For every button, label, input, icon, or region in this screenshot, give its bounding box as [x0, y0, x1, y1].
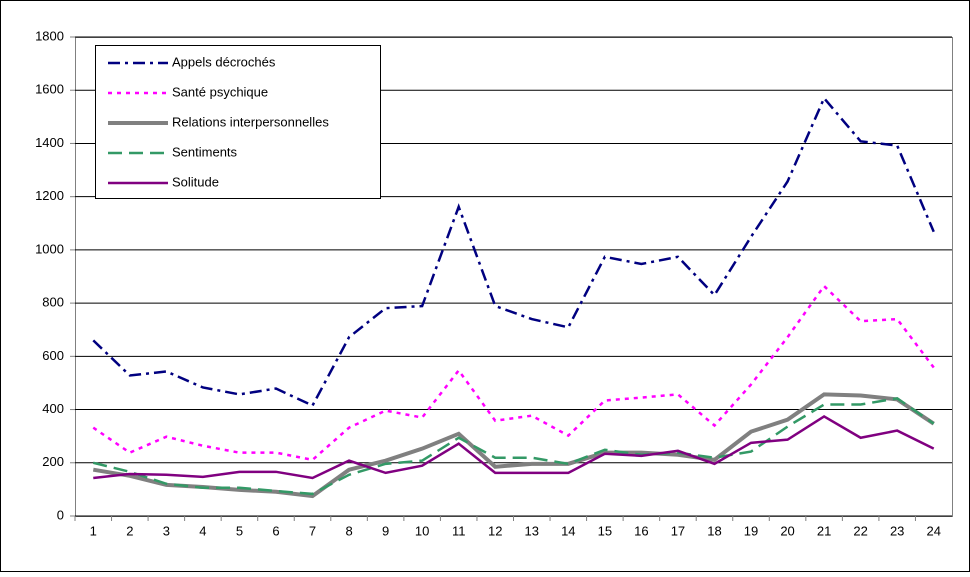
x-tick-label: 7	[309, 523, 316, 538]
series-line	[92, 397, 935, 496]
x-tick-label: 19	[744, 523, 758, 538]
x-tick-label: 12	[488, 523, 502, 538]
legend-label: Appels décrochés	[172, 54, 276, 69]
x-tick-label: 16	[634, 523, 648, 538]
x-tick-label: 13	[525, 523, 539, 538]
x-tick-label: 20	[780, 523, 794, 538]
x-tick-label: 6	[272, 523, 279, 538]
x-tick-label: 23	[890, 523, 904, 538]
legend-label: Sentiments	[172, 144, 238, 159]
x-tick-label: 18	[707, 523, 721, 538]
x-tick-label: 22	[853, 523, 867, 538]
y-tick-label: 1800	[35, 28, 64, 43]
x-tick-label: 4	[199, 523, 206, 538]
series-line	[93, 415, 935, 480]
y-tick-label: 1400	[35, 135, 64, 150]
x-tick-label: 2	[126, 523, 133, 538]
y-tick-label: 1200	[35, 188, 64, 203]
legend-label: Relations interpersonnelles	[172, 114, 329, 129]
y-tick-label: 600	[42, 348, 64, 363]
x-tick-label: 1	[90, 523, 97, 538]
x-tick-label: 11	[452, 523, 466, 538]
y-tick-label: 400	[42, 401, 64, 416]
x-tick-label: 17	[671, 523, 685, 538]
x-tick-label: 9	[382, 523, 389, 538]
y-tick-label: 1000	[35, 241, 64, 256]
legend-label: Solitude	[172, 174, 219, 189]
x-tick-label: 21	[817, 523, 831, 538]
x-tick-label: 5	[236, 523, 243, 538]
series-line	[92, 284, 935, 462]
x-tick-label: 8	[345, 523, 352, 538]
x-tick-label: 15	[598, 523, 612, 538]
x-tick-label: 24	[926, 523, 940, 538]
series-line	[92, 95, 935, 408]
x-tick-label: 10	[415, 523, 429, 538]
x-tick-label: 3	[163, 523, 170, 538]
x-tick-label: 14	[561, 523, 575, 538]
y-tick-label: 1600	[35, 82, 64, 97]
series-line	[92, 392, 935, 499]
y-tick-label: 800	[42, 295, 64, 310]
legend-label: Santé psychique	[172, 84, 268, 99]
y-tick-label: 200	[42, 454, 64, 469]
y-tick-label: 0	[57, 507, 64, 522]
